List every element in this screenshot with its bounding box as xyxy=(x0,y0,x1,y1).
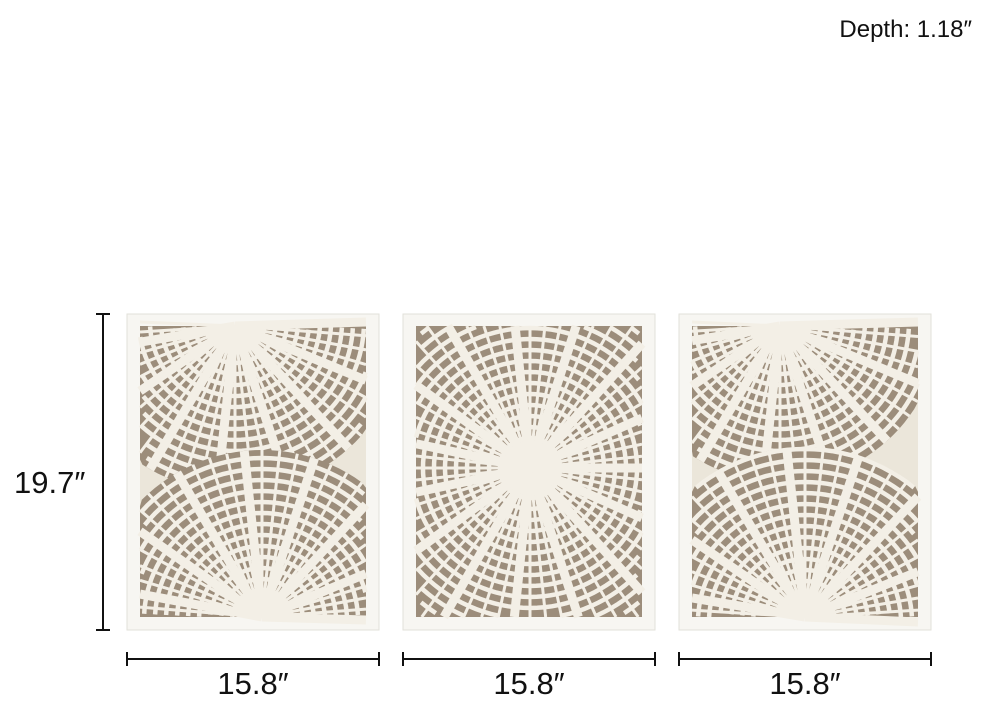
height-label: 19.7″ xyxy=(14,465,86,500)
width-dimension-line xyxy=(126,652,380,666)
right-panel xyxy=(678,313,932,631)
width-dimension-line xyxy=(402,652,656,666)
width-label-left: 15.8″ xyxy=(217,666,289,701)
width-dimension-line xyxy=(678,652,932,666)
width-label-right: 15.8″ xyxy=(769,666,841,701)
center-panel xyxy=(402,313,656,631)
height-dimension-line xyxy=(96,313,110,631)
width-label-center: 15.8″ xyxy=(493,666,565,701)
radial-pattern xyxy=(137,450,370,625)
depth-label: Depth: 1.18″ xyxy=(839,16,972,43)
radial-pattern xyxy=(413,323,646,620)
left-panel xyxy=(126,313,380,631)
radial-pattern xyxy=(689,446,922,627)
